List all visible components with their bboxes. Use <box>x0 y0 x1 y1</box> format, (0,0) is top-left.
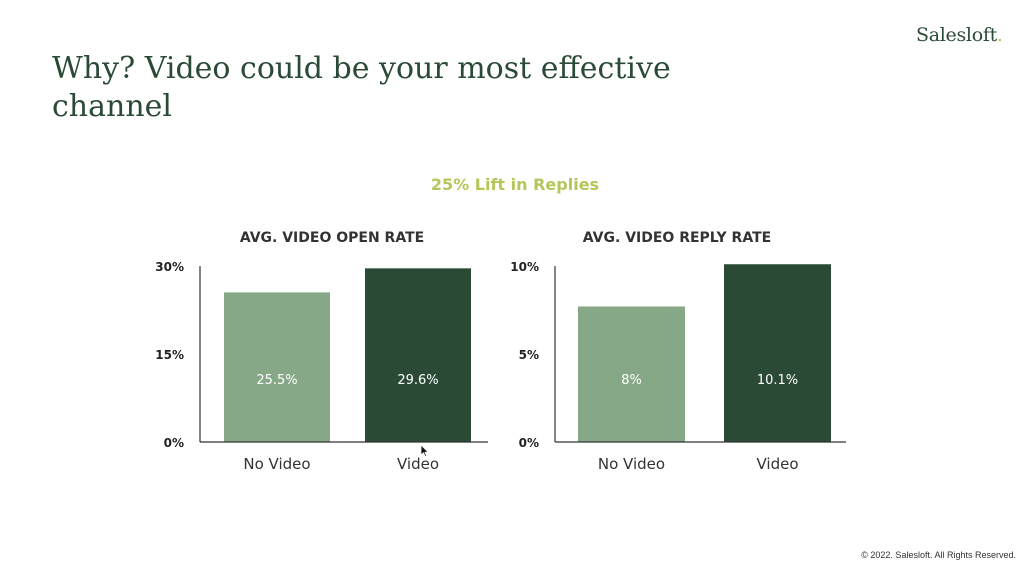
bar-value-label: 29.6% <box>397 373 438 388</box>
mouse-cursor-icon <box>420 444 430 463</box>
bar <box>365 268 471 442</box>
x-tick-label: No Video <box>598 455 665 473</box>
y-tick-label: 30% <box>155 260 184 274</box>
copyright-footer: © 2022. Salesloft. All Rights Reserved. <box>861 550 1016 560</box>
bar-value-label: 25.5% <box>256 373 297 388</box>
x-tick-label: No Video <box>243 455 310 473</box>
x-tick-label: Video <box>397 455 439 473</box>
y-tick-label: 5% <box>519 348 539 362</box>
bar <box>578 306 685 442</box>
bar <box>224 292 330 442</box>
x-tick-label: Video <box>756 455 798 473</box>
logo-dot: . <box>996 24 1003 46</box>
slide-title: Why? Video could be your most effective … <box>52 51 671 124</box>
bar <box>724 264 831 442</box>
logo-text: Salesloft <box>916 24 997 46</box>
y-tick-label: 0% <box>164 436 184 450</box>
chart-title: AVG. VIDEO REPLY RATE <box>583 230 771 246</box>
y-tick-label: 0% <box>519 436 539 450</box>
chart-subtitle: 25% Lift in Replies <box>430 175 600 194</box>
bar-value-label: 10.1% <box>757 373 798 388</box>
chart-title: AVG. VIDEO OPEN RATE <box>240 230 424 246</box>
y-tick-label: 10% <box>510 260 539 274</box>
y-tick-label: 15% <box>155 348 184 362</box>
salesloft-logo: Salesloft. <box>916 24 1003 46</box>
bar-value-label: 8% <box>621 373 642 388</box>
